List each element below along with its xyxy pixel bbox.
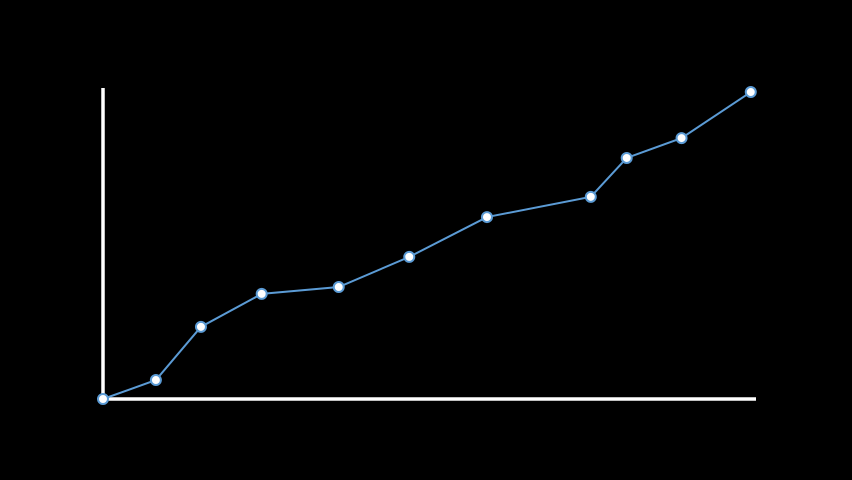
data-point — [97, 393, 109, 405]
data-point — [620, 151, 633, 164]
data-point — [584, 190, 597, 203]
data-point — [255, 287, 268, 300]
data-point — [194, 320, 207, 333]
data-point — [675, 132, 688, 145]
data-point — [403, 250, 416, 263]
data-point — [332, 281, 345, 294]
data-point — [744, 86, 757, 99]
data-point — [480, 211, 493, 224]
data-point — [149, 374, 162, 387]
